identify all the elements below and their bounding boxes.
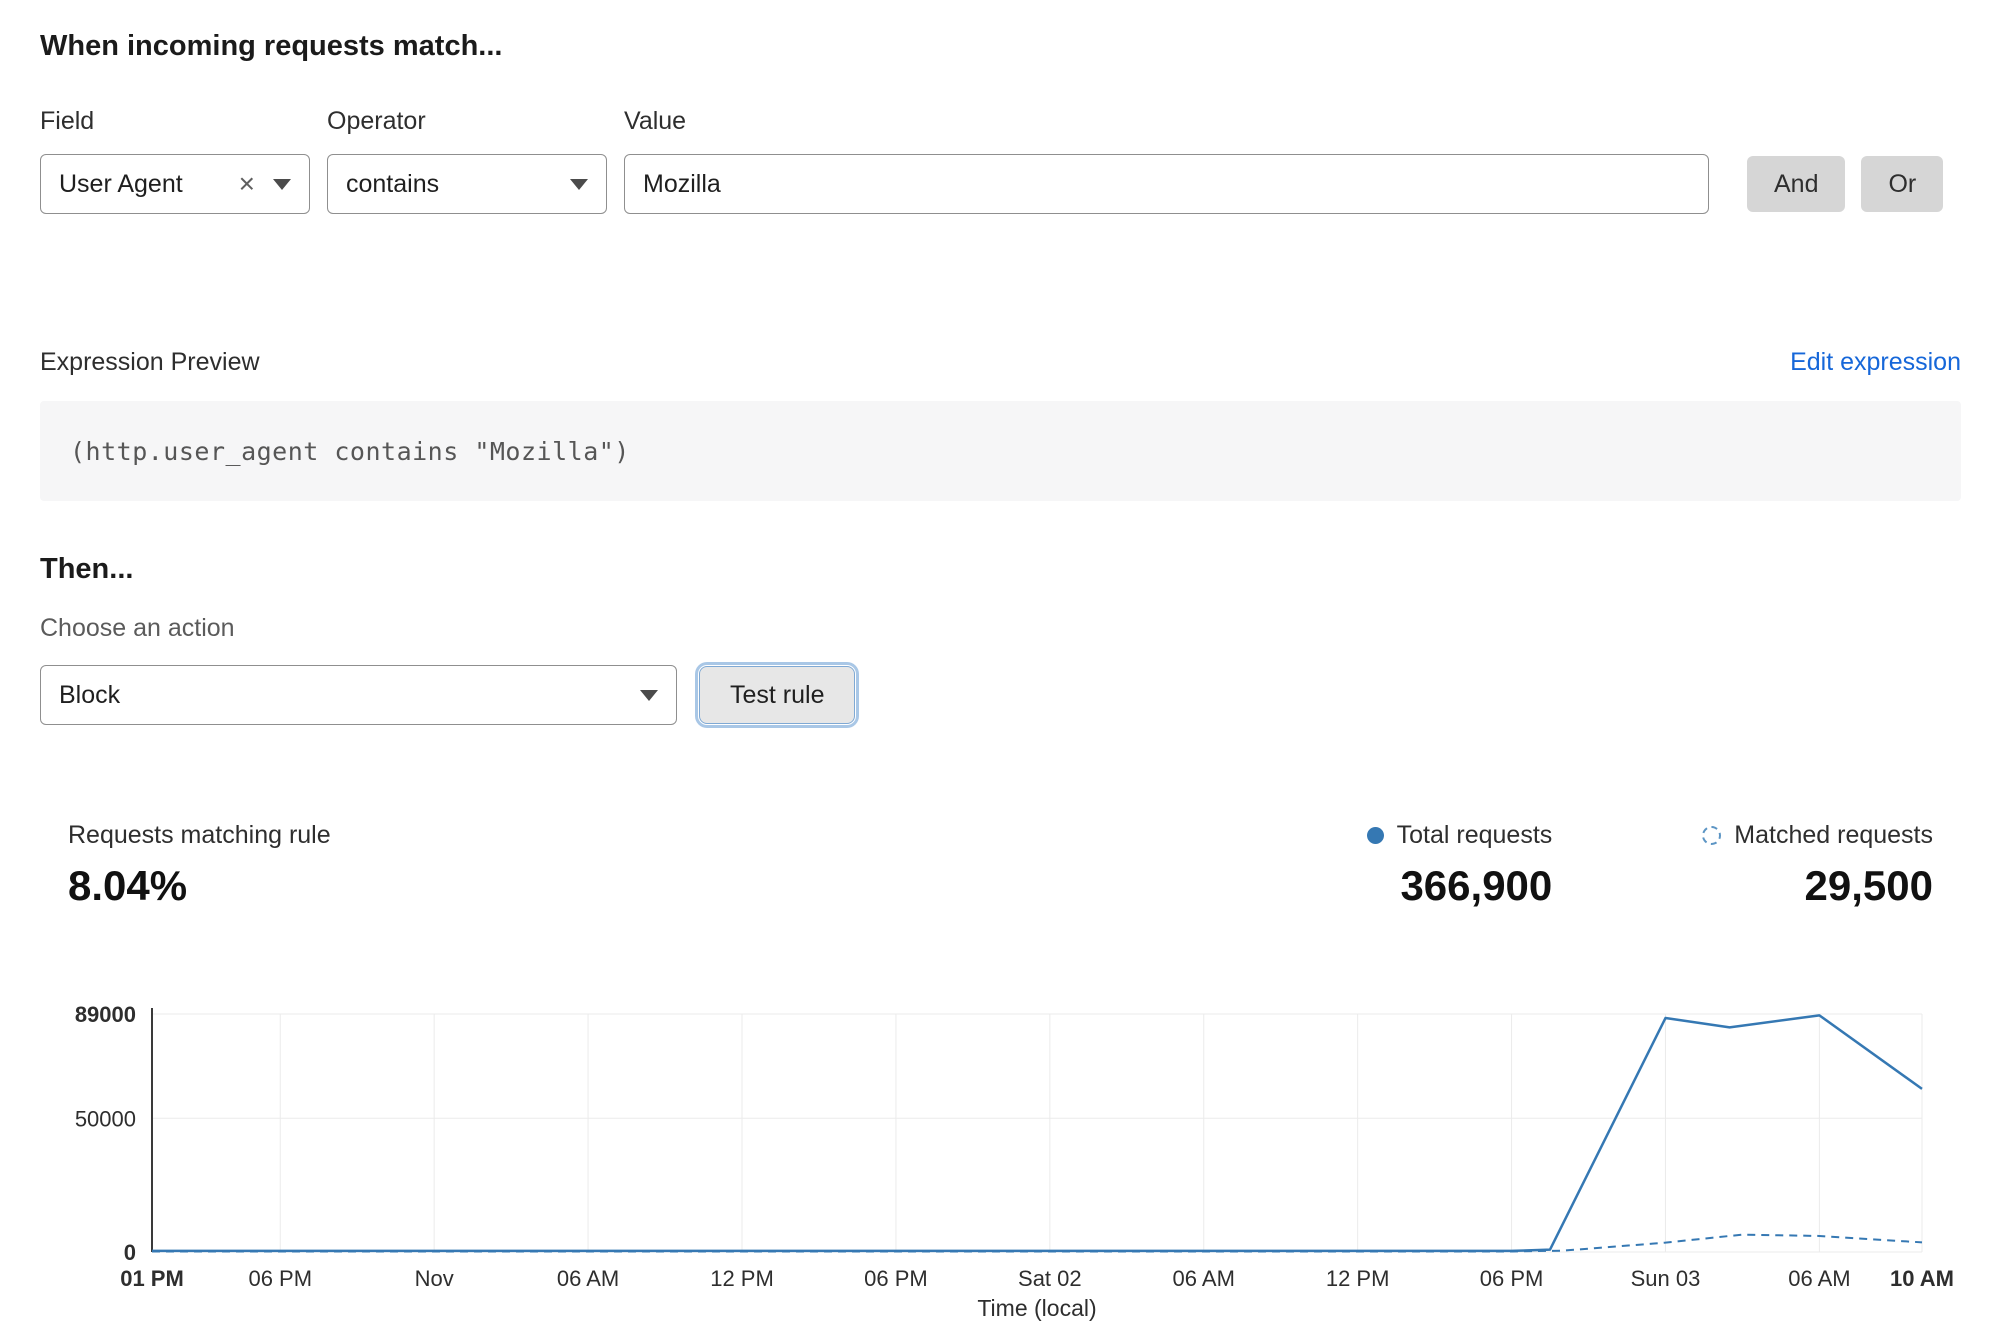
- requests-matching-value: 8.04%: [68, 862, 188, 909]
- chevron-down-icon: [570, 178, 588, 190]
- total-requests-value: 366,900: [1400, 862, 1553, 909]
- svg-text:12 PM: 12 PM: [1326, 1266, 1390, 1291]
- matched-requests-stat: Matched requests 29,500: [1702, 821, 1933, 910]
- solid-dot-legend-icon: [1366, 827, 1384, 844]
- operator-label: Operator: [327, 107, 426, 135]
- page-heading: When incoming requests match...: [40, 30, 503, 62]
- field-selected-value: User Agent: [59, 169, 183, 198]
- action-select[interactable]: Block: [40, 665, 677, 725]
- svg-text:89000: 89000: [75, 1006, 136, 1027]
- field-label: Field: [40, 107, 95, 135]
- series-matched-requests: [152, 1233, 1923, 1253]
- expression-code: (http.user_agent contains "Mozilla"): [70, 436, 630, 466]
- matched-requests-value: 29,500: [1804, 862, 1933, 909]
- svg-text:Sat 02: Sat 02: [1018, 1266, 1082, 1291]
- svg-text:10 AM: 10 AM: [1890, 1266, 1954, 1291]
- expression-preview-label: Expression Preview: [40, 348, 260, 376]
- svg-text:Nov: Nov: [415, 1266, 454, 1291]
- and-button[interactable]: And: [1747, 156, 1846, 212]
- value-column: Value: [624, 107, 1747, 214]
- or-button[interactable]: Or: [1861, 156, 1944, 212]
- requests-matching-label: Requests matching rule: [68, 821, 331, 849]
- requests-matching-stat: Requests matching rule 8.04%: [68, 821, 331, 910]
- total-requests-label: Total requests: [1396, 821, 1553, 849]
- action-selected-value: Block: [59, 680, 121, 709]
- chevron-down-icon: [640, 689, 658, 701]
- requests-time-series-chart: 0 50000 89000 01 PM 06 PM Nov 06 AM 12 PM 06 PM S…: [40, 1002, 1961, 1327]
- operator-column: Operator contains: [327, 107, 624, 214]
- choose-action-label: Choose an action: [40, 614, 235, 642]
- svg-text:12 PM: 12 PM: [710, 1266, 774, 1291]
- value-input[interactable]: [624, 154, 1709, 214]
- expression-header: Expression Preview Edit expression: [40, 348, 1961, 377]
- svg-text:06 PM: 06 PM: [864, 1266, 928, 1291]
- then-heading: Then...: [40, 553, 134, 585]
- edit-expression-link[interactable]: Edit expression: [1790, 348, 1961, 376]
- matched-requests-legend: Matched requests: [1702, 821, 1933, 850]
- svg-text:06 AM: 06 AM: [1788, 1266, 1850, 1291]
- field-column: Field User Agent ×: [40, 107, 327, 214]
- operator-select[interactable]: contains: [327, 154, 607, 214]
- svg-text:0: 0: [124, 1240, 136, 1265]
- test-rule-button[interactable]: Test rule: [699, 666, 856, 724]
- dashed-circle-legend-icon: [1702, 826, 1722, 845]
- total-requests-legend: Total requests: [1366, 821, 1553, 850]
- svg-text:Sun 03: Sun 03: [1631, 1266, 1701, 1291]
- svg-text:06 AM: 06 AM: [1173, 1266, 1235, 1291]
- svg-text:06 AM: 06 AM: [557, 1266, 619, 1291]
- value-label: Value: [624, 107, 687, 135]
- action-row: Block Test rule: [40, 665, 1961, 725]
- svg-text:06 PM: 06 PM: [248, 1266, 312, 1291]
- clear-field-icon[interactable]: ×: [238, 168, 255, 199]
- svg-text:50000: 50000: [75, 1106, 136, 1131]
- series-total-requests: [152, 1014, 1923, 1253]
- stats-row: Requests matching rule 8.04% Total reque…: [40, 821, 1961, 910]
- svg-text:01 PM: 01 PM: [120, 1266, 184, 1291]
- rule-builder-row: Field User Agent × Operator contains Val…: [40, 107, 1961, 214]
- svg-text:06 PM: 06 PM: [1480, 1266, 1544, 1291]
- expression-code-box: (http.user_agent contains "Mozilla"): [40, 401, 1961, 501]
- total-requests-stat: Total requests 366,900: [1366, 821, 1553, 910]
- field-select[interactable]: User Agent ×: [40, 154, 310, 214]
- svg-text:Time (local): Time (local): [977, 1295, 1096, 1321]
- matched-requests-label: Matched requests: [1734, 821, 1933, 849]
- operator-selected-value: contains: [346, 169, 440, 198]
- chevron-down-icon: [273, 178, 291, 190]
- chart-svg: 0 50000 89000 01 PM 06 PM Nov 06 AM 12 PM 06 PM S…: [75, 1002, 1954, 1321]
